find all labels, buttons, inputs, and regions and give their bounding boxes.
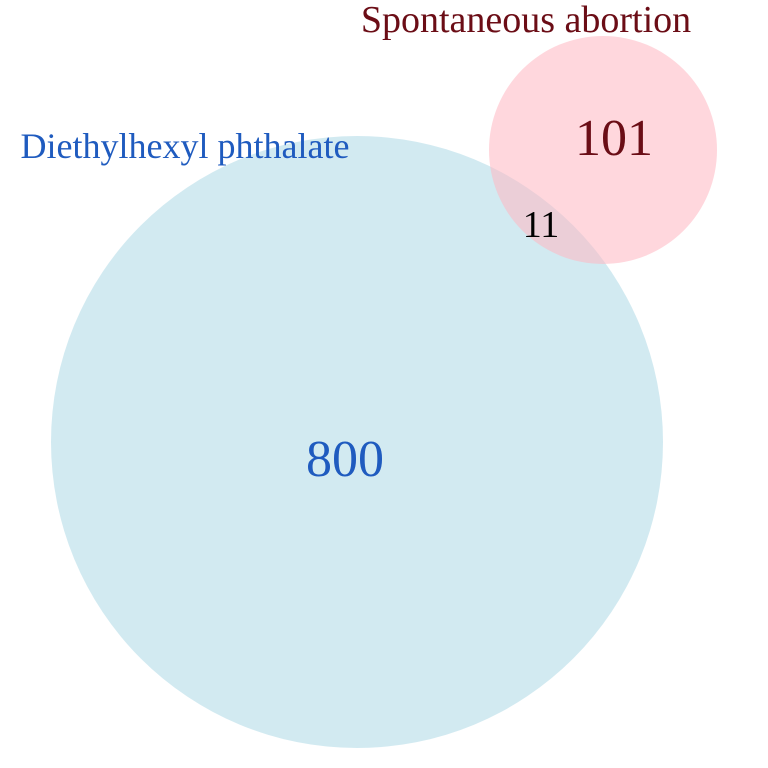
set-circle-spontaneous-abortion — [489, 36, 717, 264]
count-spontaneous-abortion-only: 101 — [575, 110, 653, 167]
count-intersection: 11 — [523, 204, 560, 246]
set-label-spontaneous-abortion: Spontaneous abortion — [361, 0, 691, 41]
set-label-diethylhexyl-phthalate: Diethylhexyl phthalate — [21, 126, 350, 166]
count-diethylhexyl-phthalate-only: 800 — [306, 431, 384, 488]
set-circle-diethylhexyl-phthalate — [51, 136, 663, 748]
